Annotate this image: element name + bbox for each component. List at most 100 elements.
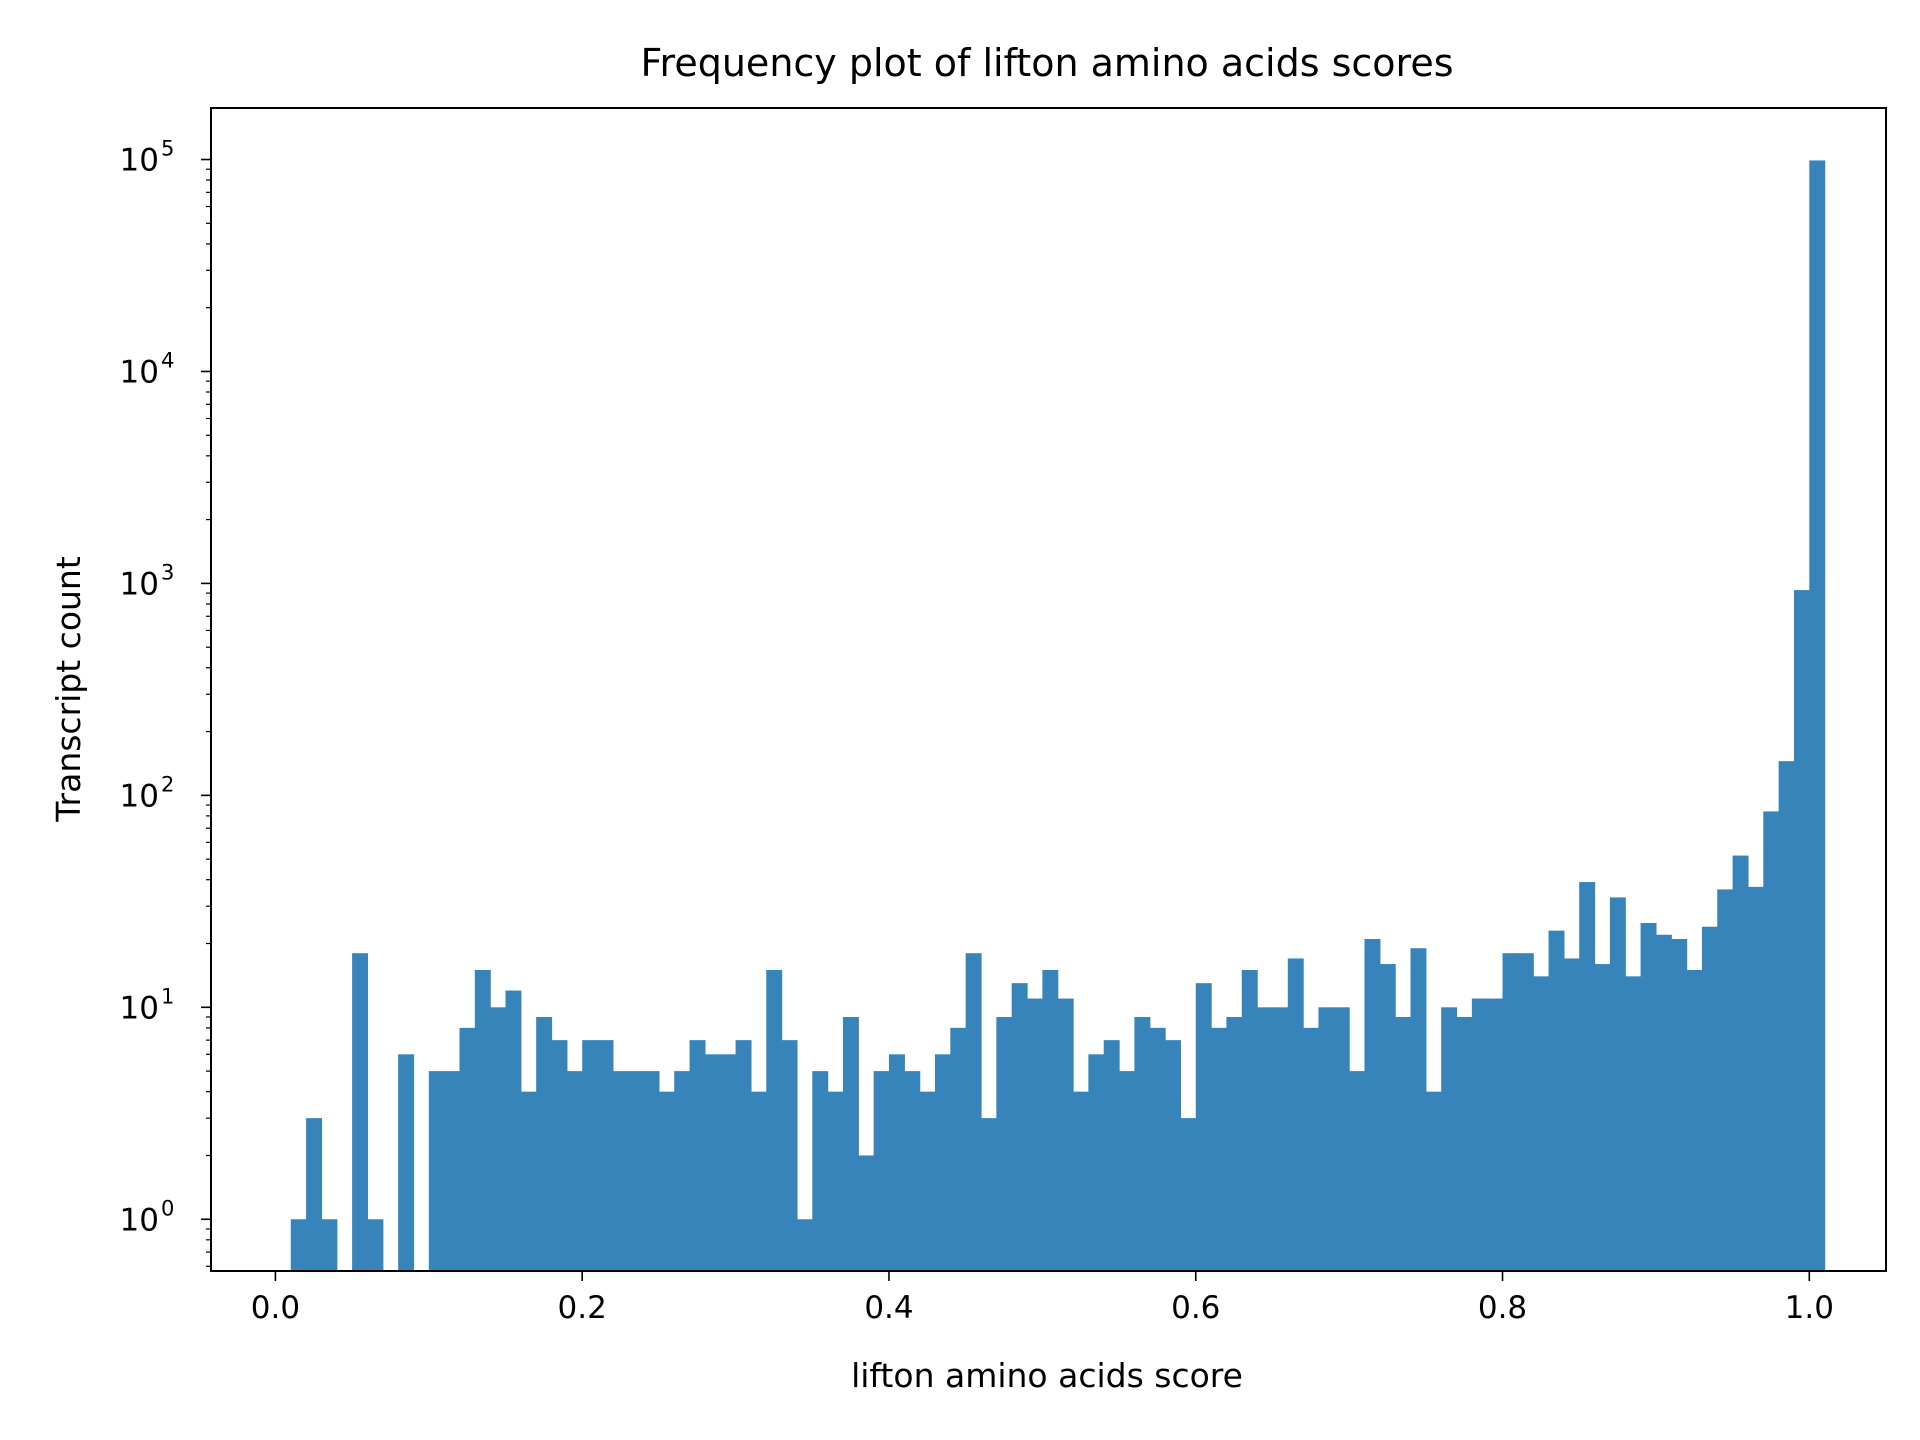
histogram-bar	[996, 1017, 1013, 1271]
y-tick-label: 10	[120, 143, 159, 179]
histogram-bar	[612, 1071, 629, 1271]
histogram-bar	[1533, 976, 1550, 1271]
histogram-bar	[796, 1219, 813, 1271]
x-tick-label: 0.4	[864, 1290, 913, 1326]
histogram-bar	[1333, 1007, 1350, 1271]
histogram-bar	[658, 1091, 675, 1271]
histogram-bar	[1195, 983, 1212, 1271]
x-tick-label: 0.8	[1478, 1290, 1527, 1326]
histogram-bar	[1011, 983, 1028, 1271]
histogram-bar	[674, 1071, 691, 1271]
y-tick-label: 10	[120, 566, 159, 602]
histogram-bar	[1042, 969, 1059, 1271]
histogram-bar	[1717, 889, 1734, 1271]
histogram-bar	[842, 1017, 859, 1271]
histogram-bar	[1548, 930, 1565, 1271]
y-tick-exponent: 2	[161, 772, 174, 796]
histogram-bar	[474, 969, 491, 1271]
histogram-bar	[1579, 882, 1596, 1271]
histogram-bar	[1594, 964, 1611, 1271]
histogram-bar	[352, 953, 369, 1271]
histogram-bar	[1625, 976, 1642, 1271]
histogram-bar	[1686, 969, 1703, 1271]
y-tick-label: 10	[120, 354, 159, 390]
histogram-bar	[781, 1040, 798, 1271]
histogram-bar	[1287, 958, 1304, 1271]
plot-frame	[210, 107, 1887, 1272]
histogram-bar	[1241, 969, 1258, 1271]
histogram-bar	[1456, 1017, 1473, 1271]
histogram-bar	[597, 1040, 614, 1271]
histogram-bar	[1640, 922, 1657, 1271]
histogram-bar	[1303, 1027, 1320, 1271]
x-tick-label: 0.2	[558, 1290, 607, 1326]
x-axis-label: lifton amino acids score	[851, 1356, 1243, 1395]
histogram-bar	[1211, 1027, 1228, 1271]
histogram-bar	[551, 1040, 568, 1271]
y-axis-label: Transcript count	[49, 556, 88, 823]
histogram-bar	[1410, 948, 1427, 1271]
histogram-bar	[459, 1027, 476, 1271]
histogram-bar	[858, 1155, 875, 1271]
histogram-bar	[1778, 761, 1795, 1271]
y-tick-label: 10	[120, 1202, 159, 1238]
histogram-bar	[490, 1007, 507, 1271]
histogram-bar	[934, 1054, 951, 1271]
histogram-bar	[1088, 1054, 1105, 1271]
y-tick-label: 10	[120, 778, 159, 814]
x-tick-label: 0.0	[251, 1290, 300, 1326]
histogram-bar	[643, 1071, 660, 1271]
histogram-bar	[1165, 1040, 1182, 1271]
histogram-bar	[950, 1027, 967, 1271]
histogram-bar	[520, 1091, 537, 1271]
histogram-bar	[965, 953, 982, 1271]
histogram-bar	[306, 1118, 323, 1271]
histogram-bar	[398, 1054, 415, 1271]
histogram-bar	[428, 1071, 445, 1271]
histogram-bar	[566, 1071, 583, 1271]
histogram-bar	[1395, 1017, 1412, 1271]
histogram-bar	[735, 1040, 752, 1271]
histogram-bar	[750, 1091, 767, 1271]
histogram-bar	[1073, 1091, 1089, 1271]
y-tick-exponent: 1	[161, 984, 174, 1008]
histogram-bar	[873, 1071, 890, 1271]
histogram-bar	[1257, 1007, 1274, 1271]
chart-title: Frequency plot of lifton amino acids sco…	[640, 41, 1453, 85]
histogram-bar	[812, 1071, 829, 1271]
histogram-bar	[1471, 998, 1488, 1271]
histogram-bar	[1134, 1017, 1151, 1271]
histogram-bar	[444, 1071, 461, 1271]
histogram-bar	[1379, 964, 1396, 1271]
histogram-bar	[1057, 998, 1074, 1271]
histogram-bar	[1364, 939, 1381, 1271]
histogram-bar	[919, 1091, 936, 1271]
histogram-bar	[367, 1219, 384, 1271]
histogram-bar	[1793, 590, 1810, 1271]
y-tick-exponent: 4	[161, 348, 174, 372]
histogram-bar	[1149, 1027, 1166, 1271]
histogram-bar	[290, 1219, 307, 1271]
histogram-bar	[689, 1040, 706, 1271]
x-tick-label: 1.0	[1785, 1290, 1834, 1326]
histogram-bar	[1441, 1007, 1458, 1271]
histogram-bar	[1425, 1091, 1442, 1271]
histogram-bar	[1747, 886, 1764, 1271]
histogram-bar	[1671, 939, 1688, 1271]
y-tick-exponent: 5	[161, 137, 174, 161]
histogram-bar	[720, 1054, 737, 1271]
bars-group	[290, 160, 1826, 1272]
histogram-bar	[1655, 934, 1672, 1271]
histogram-bar	[1272, 1007, 1289, 1271]
histogram-bar	[536, 1017, 553, 1271]
histogram-bar	[1517, 953, 1534, 1271]
histogram-bar	[888, 1054, 905, 1271]
histogram-bar	[1701, 926, 1718, 1271]
histogram-bar	[904, 1071, 921, 1271]
histogram-bar	[321, 1219, 338, 1271]
histogram-bar	[766, 969, 783, 1271]
x-tick-label: 0.6	[1171, 1290, 1220, 1326]
histogram-bar	[1349, 1071, 1366, 1271]
x-axis: 0.0 0.2 0.4 0.6 0.8 1.0	[251, 1271, 1834, 1326]
